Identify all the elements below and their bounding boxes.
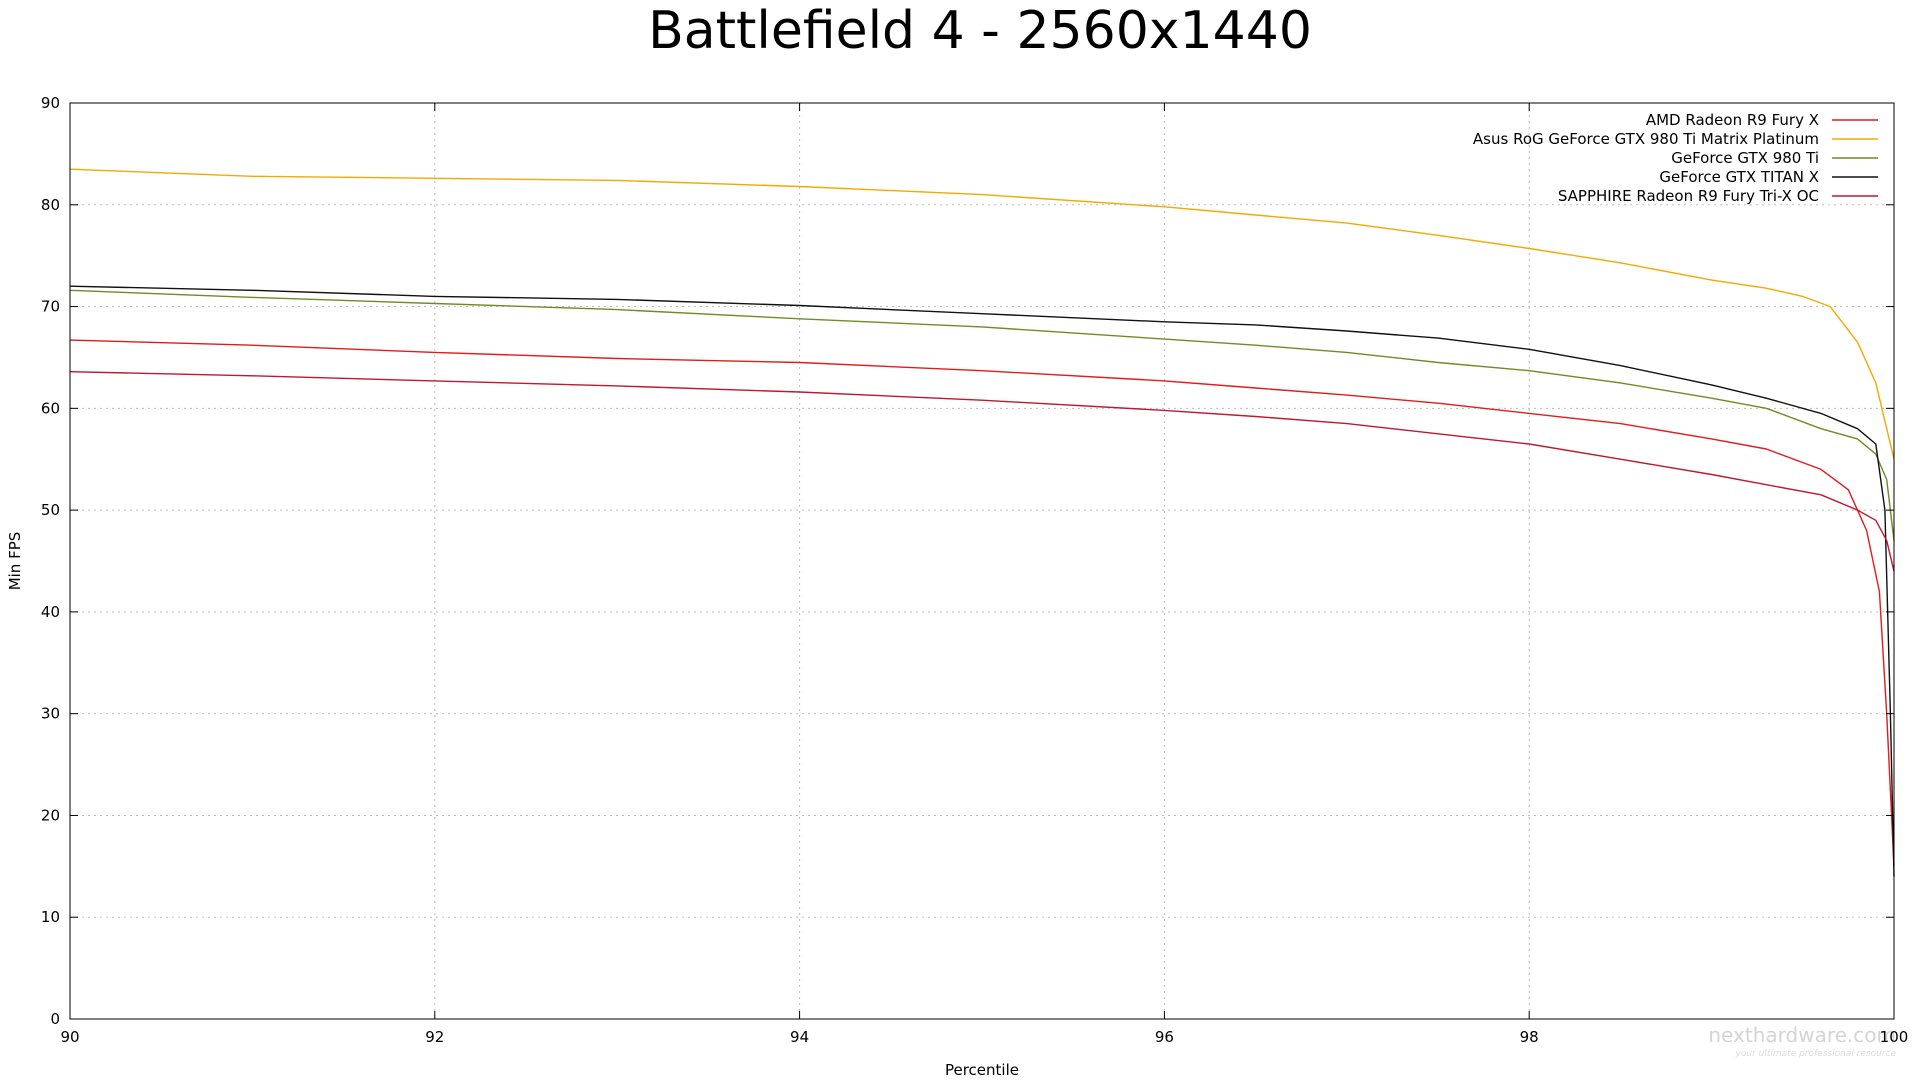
y-tick-label: 70 bbox=[41, 298, 60, 316]
legend-label: AMD Radeon R9 Fury X bbox=[1646, 111, 1819, 129]
grid bbox=[70, 103, 1894, 1019]
x-tick-label: 96 bbox=[1155, 1028, 1174, 1046]
watermark-logo: nexthardware.com your ultimate professio… bbox=[1708, 1023, 1896, 1059]
y-tick-label: 20 bbox=[41, 806, 60, 824]
legend-label: GeForce GTX TITAN X bbox=[1659, 168, 1819, 186]
x-axis-label: Percentile bbox=[945, 1061, 1019, 1079]
y-tick-label: 0 bbox=[50, 1010, 60, 1028]
series-line-asus-rog-geforce-gtx-980-ti-matrix-platinum bbox=[69, 168, 1895, 460]
chart-title: Battlefield 4 - 2560x1440 bbox=[648, 1, 1312, 61]
watermark-tagline: your ultimate professional resource bbox=[1735, 1049, 1897, 1059]
legend-label: Asus RoG GeForce GTX 980 Ti Matrix Plati… bbox=[1473, 130, 1819, 148]
series-line-geforce-gtx-titan-x bbox=[69, 285, 1895, 877]
x-tick-label: 92 bbox=[425, 1028, 444, 1046]
y-tick-label: 30 bbox=[41, 705, 60, 723]
x-tick-label: 100 bbox=[1880, 1028, 1909, 1046]
y-tick-label: 10 bbox=[41, 908, 60, 926]
y-tick-label: 50 bbox=[41, 501, 60, 519]
series-line-amd-radeon-r9-fury-x bbox=[69, 339, 1895, 867]
y-tick-label: 60 bbox=[41, 399, 60, 417]
axis-ticks: 0 10 20 30 40 50 60 70 80 90 90 92 94 96 98 100 bbox=[41, 94, 1908, 1046]
legend-label: SAPPHIRE Radeon R9 Fury Tri-X OC bbox=[1558, 187, 1819, 205]
x-tick-label: 94 bbox=[790, 1028, 809, 1046]
legend-label: GeForce GTX 980 Ti bbox=[1671, 149, 1819, 167]
watermark-text: nexthardware.com bbox=[1708, 1023, 1896, 1047]
x-tick-label: 98 bbox=[1520, 1028, 1539, 1046]
y-tick-label: 80 bbox=[41, 196, 60, 214]
y-axis-label: Min FPS bbox=[6, 532, 24, 591]
series-layer bbox=[69, 168, 1895, 877]
y-tick-label: 40 bbox=[41, 603, 60, 621]
series-line-geforce-gtx-980-ti bbox=[69, 289, 1895, 541]
plot-frame bbox=[69, 102, 1895, 1020]
x-tick-label: 90 bbox=[60, 1028, 79, 1046]
series-line-sapphire-radeon-r9-fury-tri-x-oc bbox=[69, 371, 1895, 572]
y-tick-label: 90 bbox=[41, 94, 60, 112]
